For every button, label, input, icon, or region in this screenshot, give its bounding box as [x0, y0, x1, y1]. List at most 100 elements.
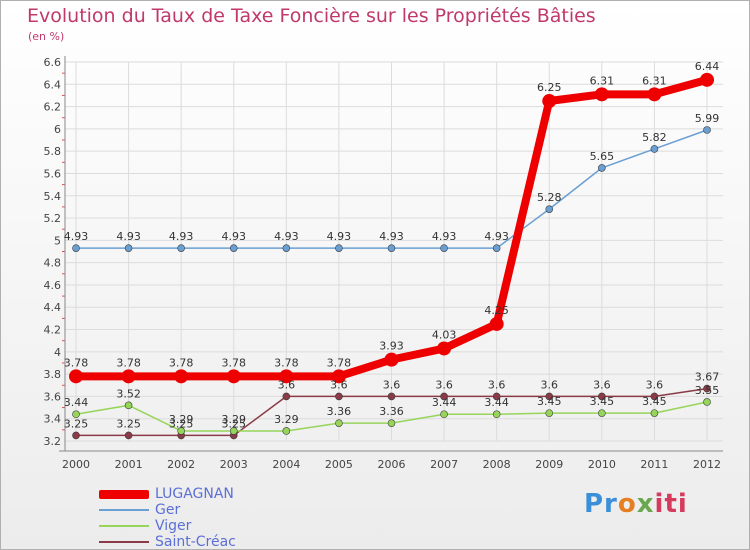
- x-tick-label: 2009: [535, 458, 563, 471]
- y-tick-label: 3.4: [44, 413, 62, 426]
- data-point: [650, 409, 659, 417]
- data-point: [650, 392, 659, 401]
- data-point: [650, 145, 659, 153]
- data-label: 3.6: [541, 378, 559, 391]
- data-point: [124, 431, 133, 440]
- data-point: [335, 244, 343, 252]
- data-label: 3.36: [327, 405, 352, 418]
- data-label: 3.45: [590, 395, 615, 408]
- data-label: 3.78: [222, 356, 247, 369]
- data-point: [72, 410, 80, 419]
- data-point: [177, 427, 185, 435]
- data-label: 3.25: [64, 417, 89, 430]
- series-lines: [69, 72, 714, 440]
- data-point: [437, 341, 452, 356]
- y-tick-label: 6.4: [44, 78, 62, 91]
- chart-subtitle: (en %): [28, 30, 65, 43]
- y-tick-label: 5.2: [44, 212, 62, 225]
- data-label: 6.31: [590, 74, 615, 87]
- legend: LUGAGNAN Ger Viger Saint-Créac: [99, 486, 236, 550]
- x-tick-label: 2010: [588, 458, 616, 471]
- y-tick-label: 4.6: [44, 279, 62, 292]
- legend-item: Ger: [99, 502, 236, 518]
- data-point: [703, 398, 711, 406]
- y-tick-label: 4.4: [44, 301, 62, 314]
- data-point: [440, 410, 448, 419]
- data-point: [598, 164, 606, 172]
- data-label: 3.36: [379, 405, 404, 418]
- legend-label: Viger: [155, 518, 192, 534]
- data-label: 3.45: [642, 395, 667, 408]
- data-point: [703, 126, 711, 134]
- legend-label: Saint-Créac: [155, 534, 236, 550]
- y-tick-label: 6.2: [44, 101, 62, 114]
- proxiti-logo: Proxiti: [584, 489, 688, 519]
- y-tick-label: 4: [54, 346, 61, 359]
- x-tick-label: 2005: [325, 458, 353, 471]
- data-label: 6.25: [537, 81, 562, 94]
- data-point: [440, 392, 448, 401]
- data-point: [229, 244, 238, 252]
- data-label: 3.44: [484, 396, 509, 409]
- data-point: [174, 369, 189, 384]
- data-label: 3.93: [379, 340, 404, 353]
- data-point: [703, 384, 711, 393]
- legend-swatch: [99, 541, 149, 543]
- data-point: [387, 244, 396, 252]
- data-point: [594, 87, 609, 102]
- y-tick-label: 5.8: [44, 145, 62, 158]
- data-point: [72, 244, 80, 252]
- data-point: [124, 401, 133, 410]
- data-label: 5.28: [537, 191, 562, 204]
- y-tick-label: 5: [54, 234, 61, 247]
- data-label: 3.6: [330, 378, 348, 391]
- data-point: [124, 244, 133, 252]
- data-label: 3.6: [593, 378, 611, 391]
- data-label: 3.78: [64, 356, 89, 369]
- data-point: [700, 72, 714, 87]
- data-point: [331, 369, 346, 384]
- x-tick-label: 2001: [115, 458, 143, 471]
- legend-label: LUGAGNAN: [155, 486, 234, 502]
- y-tick-label: 5.6: [44, 167, 62, 180]
- data-label: 4.93: [379, 230, 404, 243]
- data-point: [542, 94, 557, 109]
- data-point: [177, 244, 185, 252]
- data-label: 5.65: [590, 150, 615, 163]
- data-point: [384, 352, 399, 367]
- y-tick-label: 3.2: [44, 435, 62, 448]
- data-label: 3.6: [383, 378, 401, 391]
- data-point: [387, 419, 396, 427]
- legend-swatch: [99, 525, 149, 527]
- data-point: [226, 369, 241, 384]
- data-point: [387, 392, 396, 401]
- data-label: 3.44: [64, 396, 89, 409]
- data-label: 3.29: [169, 413, 194, 426]
- axes: 3.2 3.4 3.6 3.8 4 4.2 4.4 4.6 4.8 5 5.2 5.4 5.6 5.8 6 6…: [44, 56, 723, 471]
- data-point: [489, 316, 504, 331]
- data-label: 3.78: [169, 356, 194, 369]
- data-point: [282, 427, 291, 435]
- data-label: 4.93: [432, 230, 457, 243]
- data-label: 3.29: [274, 413, 299, 426]
- data-point: [545, 205, 554, 213]
- data-point: [647, 87, 662, 102]
- data-point: [282, 392, 291, 401]
- legend-label: Ger: [155, 502, 181, 518]
- chart-title: Evolution du Taux de Taxe Foncière sur l…: [27, 5, 596, 27]
- legend-item: LUGAGNAN: [99, 486, 236, 502]
- x-tick-label: 2012: [693, 458, 721, 471]
- x-tick-label: 2008: [483, 458, 511, 471]
- data-label: 4.03: [432, 328, 457, 341]
- data-point: [335, 419, 343, 427]
- data-label: 3.6: [278, 378, 296, 391]
- data-label: 3.67: [695, 371, 720, 384]
- data-label: 4.93: [484, 230, 509, 243]
- y-tick-label: 6: [54, 123, 61, 136]
- data-point: [335, 392, 343, 401]
- data-label: 4.93: [116, 230, 141, 243]
- data-point: [282, 244, 291, 252]
- data-label: 3.6: [435, 378, 453, 391]
- data-point: [598, 409, 606, 417]
